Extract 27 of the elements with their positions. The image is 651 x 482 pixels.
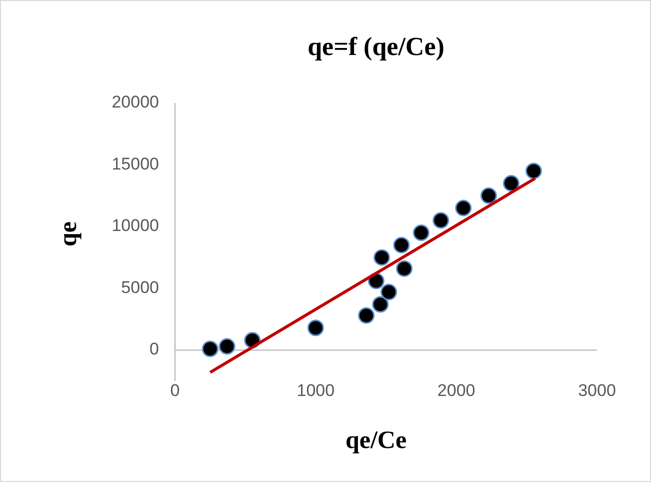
x-tick-label: 0 bbox=[170, 381, 180, 400]
y-tick-label: 15000 bbox=[112, 154, 159, 174]
point bbox=[396, 260, 413, 277]
point bbox=[432, 212, 450, 229]
y-tick-label: 10000 bbox=[112, 216, 159, 236]
y-axis-title: qe bbox=[55, 222, 82, 246]
point bbox=[372, 296, 389, 313]
chart-title: qe=f (qe/Ce) bbox=[308, 32, 444, 61]
point bbox=[393, 236, 410, 254]
y-tick-label: 0 bbox=[150, 340, 159, 359]
point bbox=[218, 338, 236, 355]
point bbox=[525, 162, 542, 180]
x-tick-label: 2000 bbox=[437, 381, 476, 400]
y-tick-label: 20000 bbox=[112, 92, 159, 112]
y-tick-label: 5000 bbox=[121, 278, 159, 297]
point bbox=[358, 307, 375, 324]
x-axis-title: qe/Ce bbox=[345, 427, 407, 454]
point bbox=[380, 284, 398, 300]
point bbox=[455, 200, 472, 216]
point bbox=[412, 224, 430, 241]
point bbox=[502, 175, 520, 192]
point bbox=[480, 187, 497, 204]
point bbox=[202, 340, 218, 358]
x-tick-label: 3000 bbox=[578, 381, 616, 400]
x-tick-label: 1000 bbox=[296, 381, 335, 400]
point bbox=[307, 320, 324, 336]
point bbox=[374, 249, 390, 266]
